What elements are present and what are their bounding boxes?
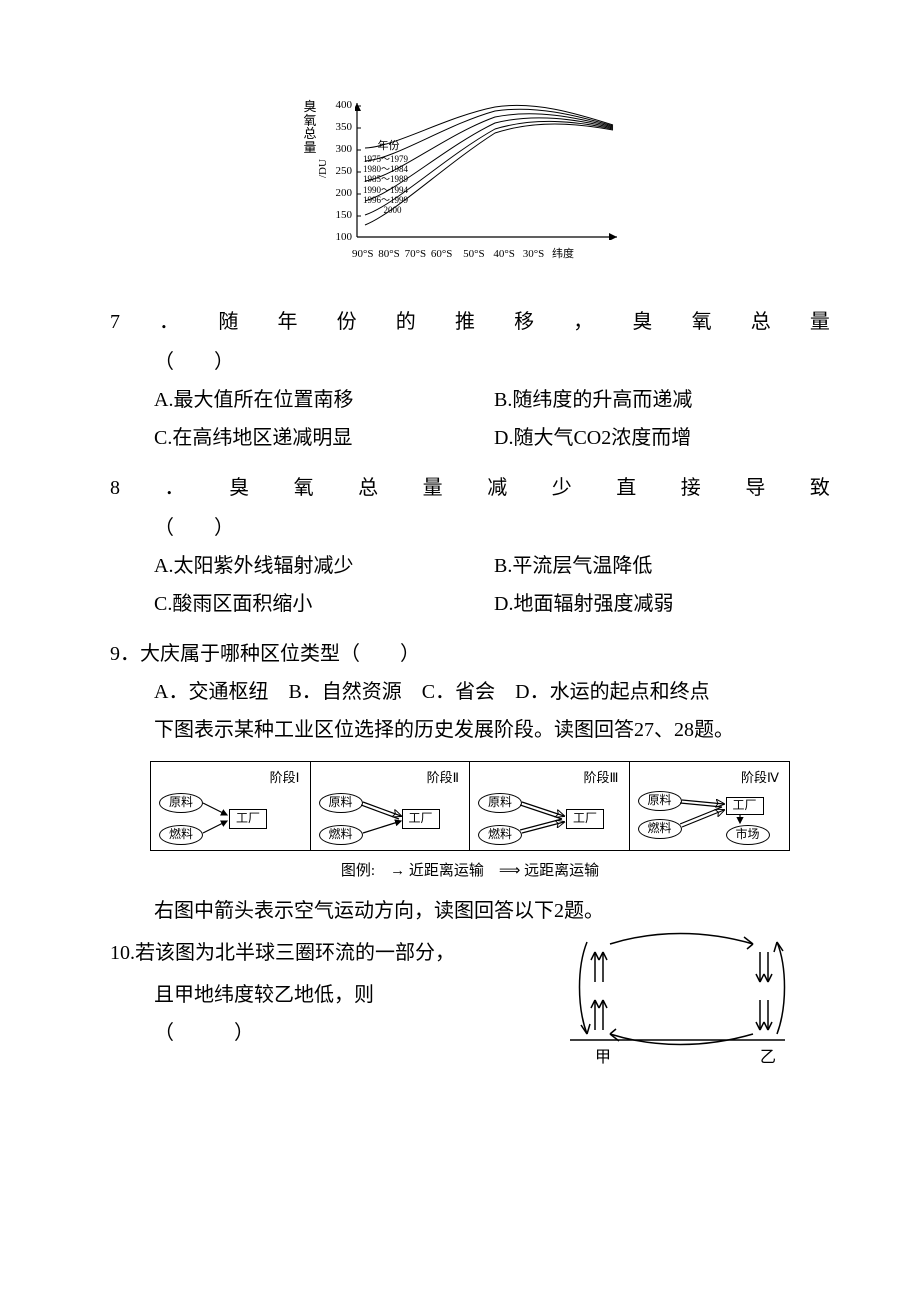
stages-legend: 图例: → 近距离运输 ⟹ 远距离运输 bbox=[110, 857, 830, 886]
stage-3: 阶段Ⅲ 原料 燃料 工厂 bbox=[470, 762, 630, 850]
ozone-chart: 臭氧总量 /DU 400 350 300 250 200 150 100 bbox=[310, 100, 630, 275]
q10-paren: （ ） bbox=[110, 1014, 530, 1052]
y-axis-label: 臭氧总量 bbox=[302, 100, 318, 155]
q9-opts: A．交通枢纽 B．自然资源 C．省会 D．水运的起点和终点 bbox=[110, 673, 830, 711]
svg-text:乙: 乙 bbox=[760, 1049, 776, 1066]
question-7: 7 ． 随 年 份 的 推 移 ， 臭 氧 总 量 （ ） A.最大值所在位置南… bbox=[110, 303, 830, 457]
q10-line1: 10.若该图为北半球三圈环流的一部分， bbox=[110, 934, 530, 972]
stage-2: 阶段Ⅱ 原料 燃料 工厂 bbox=[311, 762, 471, 850]
circulation-diagram: 甲 乙 bbox=[555, 922, 800, 1082]
question-8: 8 ． 臭 氧 总 量 减 少 直 接 导 致 （ ） A.太阳紫外线辐射减少 … bbox=[110, 469, 830, 623]
q8-opt-a: A.太阳紫外线辐射减少 bbox=[154, 547, 494, 585]
q7-opt-a: A.最大值所在位置南移 bbox=[154, 381, 494, 419]
stage-1: 阶段Ⅰ 原料 燃料 工厂 bbox=[151, 762, 311, 850]
svg-text:甲: 甲 bbox=[595, 1049, 611, 1066]
q8-opt-b: B.平流层气温降低 bbox=[494, 547, 830, 585]
y-axis-unit: /DU bbox=[313, 159, 334, 178]
q7-paren: （ ） bbox=[110, 343, 830, 381]
stage-4: 阶段Ⅳ 原料 燃料 工厂 市场 bbox=[630, 762, 790, 850]
question-9: 9．大庆属于哪种区位类型（ ） A．交通枢纽 B．自然资源 C．省会 D．水运的… bbox=[110, 635, 830, 749]
q7-stem: 7 ． 随 年 份 的 推 移 ， 臭 氧 总 量 bbox=[110, 303, 830, 341]
q8-paren: （ ） bbox=[110, 509, 830, 547]
chart-legend: 年份 1975～1979 1980～1984 1985～1989 1990～19… bbox=[363, 140, 408, 216]
q9-stem: 9．大庆属于哪种区位类型（ ） bbox=[110, 635, 830, 673]
q10-line2: 且甲地纬度较乙地低，则 bbox=[110, 976, 530, 1014]
q7-opt-c: C.在高纬地区递减明显 bbox=[154, 419, 494, 457]
q8-stem: 8 ． 臭 氧 总 量 减 少 直 接 导 致 bbox=[110, 469, 830, 507]
stages-diagram: 阶段Ⅰ 原料 燃料 工厂 阶段Ⅱ 原料 燃料 工厂 bbox=[110, 761, 830, 886]
q7-opt-d: D.随大气CO2浓度而增 bbox=[494, 419, 830, 457]
q8-opt-d: D.地面辐射强度减弱 bbox=[494, 585, 830, 623]
flow-section: 右图中箭头表示空气运动方向，读图回答以下2题。 10.若该图为北半球三圈环流的一… bbox=[110, 892, 830, 1067]
q8-opt-c: C.酸雨区面积缩小 bbox=[154, 585, 494, 623]
q9-follow: 下图表示某种工业区位选择的历史发展阶段。读图回答27、28题。 bbox=[110, 711, 830, 749]
x-ticks: 90°S 80°S 70°S 60°S 50°S 40°S 30°S 纬度 bbox=[352, 244, 574, 265]
q7-opt-b: B.随纬度的升高而递减 bbox=[494, 381, 830, 419]
